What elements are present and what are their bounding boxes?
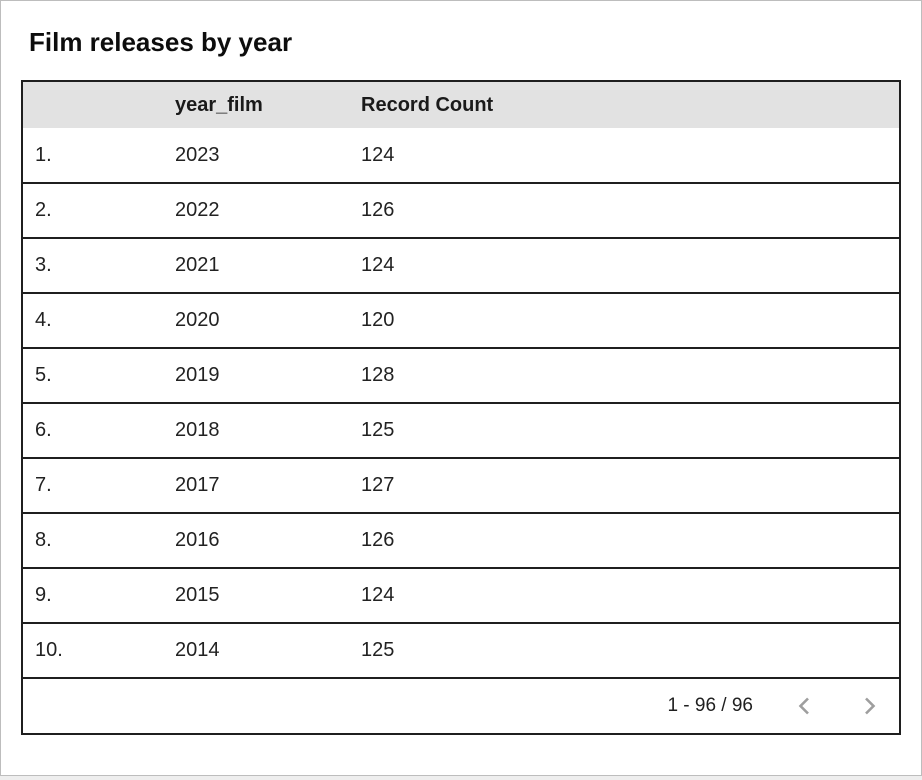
page-title: Film releases by year	[29, 27, 293, 57]
year-film-value: 2018	[175, 419, 220, 441]
record-count-value: 128	[361, 364, 395, 386]
record-count-value: 124	[361, 254, 395, 276]
header-record-count[interactable]: Record Count	[361, 93, 494, 116]
table-header-row: year_film Record Count	[22, 81, 900, 128]
row-number: 7.	[35, 474, 52, 496]
table-row: 2. 2022 126	[22, 183, 900, 238]
chevron-left-icon	[793, 694, 817, 718]
prev-page-button[interactable]	[783, 684, 827, 728]
table-row: 8. 2016 126	[22, 513, 900, 568]
year-film-value: 2019	[175, 364, 220, 386]
year-film-value: 2020	[175, 309, 220, 331]
row-number: 9.	[35, 584, 52, 606]
row-number: 3.	[35, 254, 52, 276]
record-count-value: 126	[361, 529, 395, 551]
record-count-value: 126	[361, 199, 395, 221]
header-year-film[interactable]: year_film	[175, 93, 263, 116]
record-count-value: 125	[361, 639, 395, 661]
year-film-value: 2014	[175, 639, 220, 661]
table-footer-row: 1 - 96 / 96	[22, 678, 900, 734]
table-row: 10. 2014 125	[22, 623, 900, 678]
next-page-button[interactable]	[847, 684, 891, 728]
pagination-range: 1 - 96 / 96	[667, 695, 753, 716]
table-row: 7. 2017 127	[22, 458, 900, 513]
row-number: 8.	[35, 529, 52, 551]
year-film-value: 2016	[175, 529, 220, 551]
table-row: 5. 2019 128	[22, 348, 900, 403]
year-film-value: 2023	[175, 143, 220, 166]
table-row: 6. 2018 125	[22, 403, 900, 458]
header-row-number	[22, 81, 159, 128]
data-table: year_film Record Count 1. 2023 124 2. 20…	[21, 80, 901, 735]
record-count-value: 125	[361, 419, 395, 441]
year-film-value: 2022	[175, 199, 220, 221]
row-number: 6.	[35, 419, 52, 441]
table-row: 4. 2020 120	[22, 293, 900, 348]
table-row: 9. 2015 124	[22, 568, 900, 623]
chevron-right-icon	[857, 694, 881, 718]
table-row: 3. 2021 124	[22, 238, 900, 293]
record-count-value: 124	[361, 584, 395, 606]
record-count-value: 127	[361, 474, 395, 496]
table-row: 1. 2023 124	[22, 128, 900, 183]
record-count-value: 124	[361, 143, 395, 166]
year-film-value: 2021	[175, 254, 220, 276]
pagination: 1 - 96 / 96	[23, 684, 899, 728]
year-film-value: 2015	[175, 584, 220, 606]
row-number: 5.	[35, 364, 52, 386]
year-film-value: 2017	[175, 474, 220, 496]
row-number: 2.	[35, 199, 52, 221]
row-number: 4.	[35, 309, 52, 331]
record-count-value: 120	[361, 309, 395, 331]
row-number: 1.	[35, 143, 52, 166]
row-number: 10.	[35, 639, 63, 661]
